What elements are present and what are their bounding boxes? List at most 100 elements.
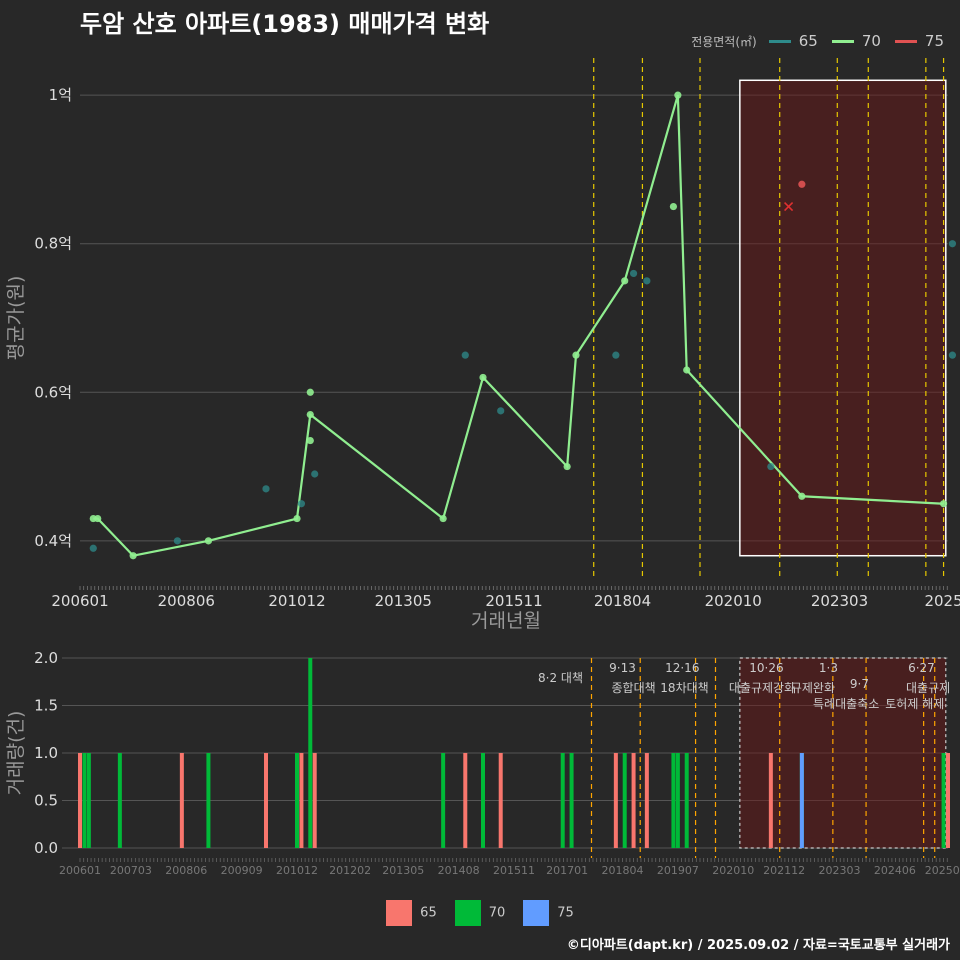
bar-75 <box>799 753 804 848</box>
bar-65 <box>613 753 618 848</box>
data-point-65 <box>89 544 97 552</box>
bar-x-tick-label: 201012 <box>276 864 318 877</box>
policy-annotation: 18차대책 <box>660 680 708 695</box>
data-point-70 <box>306 436 314 445</box>
bar-70 <box>117 753 122 848</box>
data-point-70 <box>479 373 487 382</box>
data-point-70 <box>306 410 314 419</box>
data-point-65 <box>948 240 957 248</box>
x-tick-label: 201305 <box>375 592 432 610</box>
data-point-65 <box>297 500 306 508</box>
policy-annotation: 종합대책 <box>611 680 655 695</box>
bar-70 <box>308 658 313 848</box>
data-point-70 <box>669 202 678 211</box>
bar-y-tick-label: 0.5 <box>34 792 58 810</box>
y-tick-label: 0.4억 <box>34 532 72 550</box>
bar-x-tick-label: 202010 <box>712 864 754 877</box>
bar-x-tick-label: 201408 <box>438 864 480 877</box>
bar-70 <box>295 753 299 848</box>
bottom-legend-70: 70 <box>454 900 505 926</box>
top-legend: 전용면적(㎡) 65 70 75 <box>691 32 950 50</box>
policy-annotation: 10·26 <box>749 661 783 675</box>
bar-x-tick-label: 200601 <box>59 864 101 877</box>
bar-x-tick-label: 202509 <box>925 864 960 877</box>
bar-65 <box>179 753 184 848</box>
bar-x-tick-label: 202303 <box>819 864 861 877</box>
x-tick-label: 202010 <box>705 592 762 610</box>
bar-65 <box>644 753 649 848</box>
bar-65 <box>264 753 268 848</box>
policy-annotation: 9·13 <box>609 661 636 675</box>
legend-label-70: 70 <box>861 32 881 50</box>
data-point-75 <box>798 180 806 188</box>
bar-65 <box>768 753 773 848</box>
bar-70 <box>560 753 565 848</box>
data-point-65 <box>767 462 775 471</box>
bar-x-tick-label: 201701 <box>546 864 588 877</box>
bar-x-tick-label: 200703 <box>110 864 152 877</box>
bar-70 <box>622 753 627 848</box>
bar-y-tick-label: 1.0 <box>34 744 58 762</box>
policy-annotation: 12·16 <box>665 661 699 675</box>
bar-70 <box>481 753 485 848</box>
chart-title: 두암 산호 아파트(1983) 매매가격 변화 <box>80 10 490 38</box>
policy-annotation: 8·2 대책 <box>538 670 583 685</box>
bar-70 <box>206 753 211 848</box>
data-point-70 <box>129 552 137 560</box>
bar-70 <box>82 753 87 848</box>
bar-y-tick-label: 2.0 <box>34 649 58 667</box>
legend-line-70 <box>831 39 854 43</box>
data-point-70 <box>674 91 682 99</box>
policy-annotation: 특례대출축소 <box>813 697 879 711</box>
x-tick-label: 201012 <box>268 592 325 610</box>
policy-annotation: 9·7 <box>850 677 869 691</box>
policy-annotation: 1·3 <box>819 661 838 675</box>
bottom-legend: 65 70 75 <box>0 900 960 926</box>
data-point-65 <box>262 485 270 493</box>
y-tick-label: 1억 <box>49 86 72 104</box>
legend-label-65: 65 <box>798 32 818 50</box>
bar-65 <box>78 753 82 848</box>
policy-annotation: 대출규제 <box>906 681 950 695</box>
legend-line-75 <box>894 39 917 43</box>
bar-x-tick-label: 202406 <box>874 864 916 877</box>
x-tick-label: 200806 <box>158 592 215 610</box>
bar-highlight-region <box>739 657 947 849</box>
data-point-70 <box>621 277 629 285</box>
bar-x-tick-label: 200909 <box>221 864 263 877</box>
legend-title: 전용면적(㎡) <box>691 34 757 49</box>
bar-70 <box>671 753 676 848</box>
highlight-region <box>739 79 947 557</box>
data-point-70 <box>439 514 447 523</box>
bar-65 <box>631 753 636 848</box>
bar-65 <box>498 753 503 848</box>
legend-line-65 <box>768 39 791 43</box>
data-point-70 <box>293 514 301 523</box>
bar-70 <box>684 753 689 848</box>
data-point-65 <box>497 407 505 415</box>
data-point-65 <box>629 269 638 278</box>
x-tick-label: 201804 <box>594 592 651 610</box>
bar-x-tick-label: 202112 <box>763 864 805 877</box>
y-tick-label: 0.6억 <box>34 383 72 401</box>
data-point-65 <box>173 537 182 545</box>
data-point-70 <box>798 492 806 500</box>
credit-text: ©디아파트(dapt.kr) / 2025.09.02 / 자료=국토교통부 실… <box>566 938 950 953</box>
data-point-70 <box>563 462 571 471</box>
bar-y-axis-title: 거래량(건) <box>5 711 27 796</box>
policy-annotation: 6·27 <box>908 661 935 675</box>
data-point-65 <box>643 277 651 285</box>
bar-x-tick-label: 201511 <box>493 864 535 877</box>
y-tick-label: 0.8억 <box>34 235 72 253</box>
data-point-70 <box>306 388 314 396</box>
data-point-70 <box>204 537 213 545</box>
bar-65 <box>299 753 304 848</box>
x-tick-label: 202303 <box>811 592 868 610</box>
bar-x-tick-label: 201804 <box>602 864 644 877</box>
bar-70 <box>941 753 946 848</box>
cancelled-marker <box>784 202 794 212</box>
bottom-legend-65: 65 <box>386 900 437 926</box>
bottom-legend-75: 75 <box>523 900 574 926</box>
bar-65 <box>463 753 468 848</box>
